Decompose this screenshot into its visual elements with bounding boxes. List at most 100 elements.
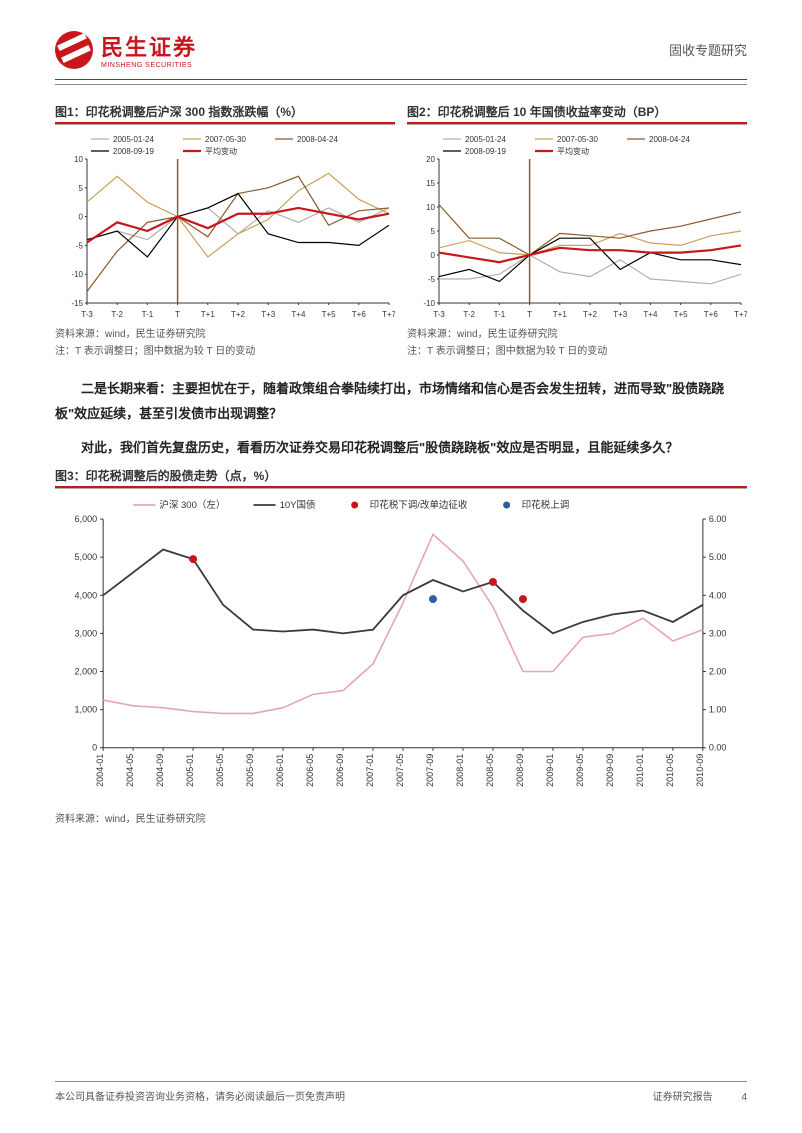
- chart1-title: 图1：印花税调整后沪深 300 指数涨跌幅（%）: [55, 103, 395, 122]
- page-footer: 本公司具备证券投资咨询业务资格，请务必阅读最后一页免责声明 证券研究报告 4: [0, 1081, 802, 1103]
- svg-text:4,000: 4,000: [75, 590, 98, 600]
- svg-text:T+4: T+4: [643, 310, 658, 319]
- svg-text:5,000: 5,000: [75, 552, 98, 562]
- svg-text:2008-01: 2008-01: [455, 754, 465, 787]
- header-rule: [55, 84, 747, 85]
- svg-text:印花税上调: 印花税上调: [522, 499, 570, 511]
- svg-text:T+5: T+5: [322, 310, 337, 319]
- company-logo: 民生证券 MINSHENG SECURITIES: [55, 30, 197, 69]
- svg-text:1,000: 1,000: [75, 705, 98, 715]
- header-rule-accent: [55, 79, 747, 80]
- svg-text:2004-09: 2004-09: [155, 754, 165, 787]
- svg-text:T+2: T+2: [231, 310, 246, 319]
- svg-text:2008-04-24: 2008-04-24: [297, 135, 338, 144]
- page-number: 4: [741, 1092, 747, 1103]
- chart1-underline: [55, 122, 395, 125]
- svg-text:T+6: T+6: [352, 310, 367, 319]
- svg-text:10Y国债: 10Y国债: [280, 499, 316, 511]
- svg-text:2007-09: 2007-09: [425, 754, 435, 787]
- chart2-underline: [407, 122, 747, 125]
- svg-text:T-3: T-3: [81, 310, 93, 319]
- svg-text:2005-01: 2005-01: [185, 754, 195, 787]
- svg-text:-15: -15: [71, 299, 83, 308]
- svg-text:2009-05: 2009-05: [575, 754, 585, 787]
- svg-text:T+5: T+5: [674, 310, 689, 319]
- chart1-block: 图1：印花税调整后沪深 300 指数涨跌幅（%） 2005-01-24 2007-…: [55, 103, 395, 357]
- svg-text:2007-05-30: 2007-05-30: [557, 135, 598, 144]
- svg-text:2007-05: 2007-05: [395, 754, 405, 787]
- svg-text:0: 0: [431, 251, 436, 260]
- svg-text:5: 5: [431, 227, 436, 236]
- svg-text:T+7: T+7: [382, 310, 395, 319]
- footer-left: 本公司具备证券投资咨询业务资格，请务必阅读最后一页免责声明: [55, 1088, 345, 1103]
- svg-text:T-1: T-1: [494, 310, 506, 319]
- svg-text:2006-01: 2006-01: [275, 754, 285, 787]
- svg-text:2008-04-24: 2008-04-24: [649, 135, 690, 144]
- svg-text:2008-09: 2008-09: [515, 754, 525, 787]
- svg-text:2005-05: 2005-05: [215, 754, 225, 787]
- svg-text:T-2: T-2: [111, 310, 123, 319]
- svg-text:T+1: T+1: [201, 310, 216, 319]
- svg-text:0: 0: [79, 213, 84, 222]
- svg-text:10: 10: [74, 155, 83, 164]
- chart3-underline: [55, 486, 747, 489]
- svg-text:T+6: T+6: [704, 310, 719, 319]
- document-type: 固收专题研究: [669, 40, 747, 59]
- svg-text:6.00: 6.00: [709, 514, 727, 524]
- svg-text:2010-05: 2010-05: [665, 754, 675, 787]
- chart2-note: 注：T 表示调整日；图中数据为较 T 日的变动: [407, 342, 747, 357]
- svg-text:3.00: 3.00: [709, 628, 727, 638]
- footer-rule: [55, 1081, 747, 1082]
- chart1-svg: 2005-01-24 2007-05-30 2008-04-24 2008-09-19…: [55, 131, 395, 321]
- svg-text:2007-05-30: 2007-05-30: [205, 135, 246, 144]
- svg-text:3,000: 3,000: [75, 628, 98, 638]
- svg-text:T-1: T-1: [142, 310, 154, 319]
- svg-text:15: 15: [426, 179, 435, 188]
- chart2-title: 图2：印花税调整后 10 年国债收益率变动（BP）: [407, 103, 747, 122]
- svg-text:2005-01-24: 2005-01-24: [113, 135, 154, 144]
- svg-text:-10: -10: [71, 270, 83, 279]
- svg-text:6,000: 6,000: [75, 514, 98, 524]
- svg-text:印花税下调/改单边征收: 印花税下调/改单边征收: [370, 499, 468, 511]
- svg-text:4.00: 4.00: [709, 590, 727, 600]
- svg-text:2005-01-24: 2005-01-24: [465, 135, 506, 144]
- company-name-en: MINSHENG SECURITIES: [101, 62, 197, 69]
- svg-text:2,000: 2,000: [75, 667, 98, 677]
- chart3-block: 图3：印花税调整后的股债走势（点，%） 沪深 300（左） 10Y国债 印花税下调/…: [0, 467, 802, 825]
- svg-text:T: T: [175, 310, 180, 319]
- svg-text:T+3: T+3: [261, 310, 276, 319]
- svg-text:平均变动: 平均变动: [557, 146, 589, 156]
- svg-text:2008-09-19: 2008-09-19: [465, 147, 506, 156]
- chart1-note: 注：T 表示调整日；图中数据为较 T 日的变动: [55, 342, 395, 357]
- svg-text:2010-09: 2010-09: [695, 754, 705, 787]
- svg-text:T-2: T-2: [463, 310, 475, 319]
- charts-row: 图1：印花税调整后沪深 300 指数涨跌幅（%） 2005-01-24 2007-…: [0, 103, 802, 357]
- svg-text:2.00: 2.00: [709, 667, 727, 677]
- chart3-source: 资料来源：wind，民生证券研究院: [55, 810, 747, 825]
- svg-text:1.00: 1.00: [709, 705, 727, 715]
- svg-text:T+2: T+2: [583, 310, 598, 319]
- svg-text:T: T: [527, 310, 532, 319]
- chart3-svg: 沪深 300（左） 10Y国债 印花税下调/改单边征收 印花税上调 0 1,000 2,00…: [55, 495, 747, 806]
- logo-icon: [55, 31, 93, 69]
- svg-text:20: 20: [426, 155, 435, 164]
- svg-text:2009-01: 2009-01: [545, 754, 555, 787]
- svg-text:0.00: 0.00: [709, 743, 727, 753]
- svg-text:T+4: T+4: [291, 310, 306, 319]
- svg-text:2007-01: 2007-01: [365, 754, 375, 787]
- svg-text:2004-01: 2004-01: [95, 754, 105, 787]
- chart3-title: 图3：印花税调整后的股债走势（点，%）: [55, 467, 747, 486]
- svg-text:10: 10: [426, 203, 435, 212]
- svg-text:-5: -5: [428, 275, 436, 284]
- svg-text:T+1: T+1: [553, 310, 568, 319]
- svg-text:0: 0: [92, 743, 97, 753]
- svg-text:2005-09: 2005-09: [245, 754, 255, 787]
- svg-text:2008-09-19: 2008-09-19: [113, 147, 154, 156]
- svg-text:沪深 300（左）: 沪深 300（左）: [159, 499, 225, 511]
- svg-text:2008-05: 2008-05: [485, 754, 495, 787]
- svg-text:5.00: 5.00: [709, 552, 727, 562]
- page-header: 民生证券 MINSHENG SECURITIES 固收专题研究: [0, 0, 802, 79]
- svg-text:2010-01: 2010-01: [635, 754, 645, 787]
- chart2-block: 图2：印花税调整后 10 年国债收益率变动（BP） 2005-01-24 2007…: [407, 103, 747, 357]
- svg-text:2009-09: 2009-09: [605, 754, 615, 787]
